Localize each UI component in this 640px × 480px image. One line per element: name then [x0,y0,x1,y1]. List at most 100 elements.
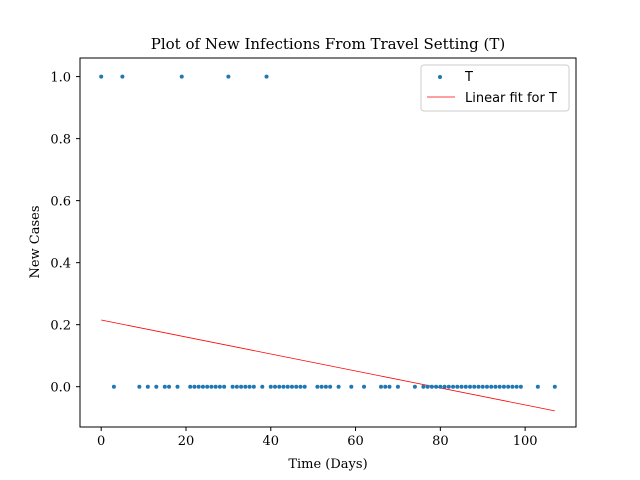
data-point [421,384,426,389]
y-axis: 0.0 0.2 0.4 0.6 0.8 1.0 [50,71,80,396]
data-point [111,384,116,389]
data-point [480,384,485,389]
data-point [336,384,341,389]
data-point [349,384,354,389]
data-point [205,384,210,389]
data-point [196,384,201,389]
x-axis-label: Time (Days) [288,457,367,472]
data-point [226,74,231,79]
plot-area [80,58,576,427]
data-point [518,384,523,389]
fit-line [101,319,555,412]
y-tick-label: 0.0 [50,381,71,396]
data-point [514,384,519,389]
data-point [209,384,214,389]
data-point [179,74,184,79]
data-point [472,384,477,389]
data-point [506,384,511,389]
data-point [412,384,417,389]
data-point [247,384,252,389]
y-tick-label: 0.6 [50,195,71,210]
data-point [294,384,299,389]
data-point [222,384,227,389]
data-point [319,384,324,389]
data-point [289,384,294,389]
chart-marks [99,74,557,412]
legend-box [420,64,570,112]
data-point [476,384,481,389]
y-tick-label: 0.8 [50,133,71,148]
data-point [99,74,104,79]
data-point [434,384,439,389]
data-point [459,384,464,389]
data-point [510,384,515,389]
data-point [120,74,125,79]
data-point [281,384,286,389]
data-point [463,384,468,389]
data-point [493,384,498,389]
data-point [175,384,180,389]
data-point [468,384,473,389]
data-point [438,384,443,389]
data-point [188,384,193,389]
data-point [264,74,269,79]
x-tick-label: 40 [262,434,279,449]
data-point [442,384,447,389]
data-point [268,384,273,389]
data-point [484,384,489,389]
data-point [302,384,307,389]
data-point [239,384,244,389]
data-point [192,384,197,389]
x-tick-label: 100 [513,434,538,449]
data-point [315,384,320,389]
data-point [243,384,248,389]
data-point [378,384,383,389]
data-point [383,384,388,389]
legend-label-fit: Linear fit for T [465,91,557,106]
data-point [154,384,159,389]
x-axis: 0 20 40 60 80 100 [97,427,538,449]
x-tick-label: 20 [178,434,195,449]
data-point [234,384,239,389]
data-point [298,384,303,389]
legend-label-t: T [464,70,473,85]
x-tick-label: 80 [432,434,449,449]
data-point [328,384,333,389]
data-point [429,384,434,389]
data-point [552,384,557,389]
data-point [145,384,150,389]
data-point [535,384,540,389]
data-point [273,384,278,389]
data-point [489,384,494,389]
data-point [497,384,502,389]
data-point [455,384,460,389]
data-point [137,384,142,389]
data-point [446,384,451,389]
data-point [167,384,172,389]
x-tick-label: 0 [97,434,105,449]
y-axis-label: New Cases [28,205,43,278]
data-point [162,384,167,389]
data-point [200,384,205,389]
data-point [323,384,328,389]
y-tick-label: 0.4 [50,257,71,272]
data-point [217,384,222,389]
x-tick-label: 60 [347,434,364,449]
data-point [501,384,506,389]
data-point [387,384,392,389]
data-point [285,384,290,389]
data-point [230,384,235,389]
data-point [425,384,430,389]
data-point [260,384,265,389]
plot-frame [79,57,577,428]
legend-marker-t [438,75,442,79]
data-point [251,384,256,389]
y-tick-label: 0.2 [50,319,71,334]
data-point [395,384,400,389]
data-point [277,384,282,389]
data-point [451,384,456,389]
data-point [362,384,367,389]
y-tick-label: 1.0 [50,71,71,86]
legend: T Linear fit for T [420,64,570,112]
